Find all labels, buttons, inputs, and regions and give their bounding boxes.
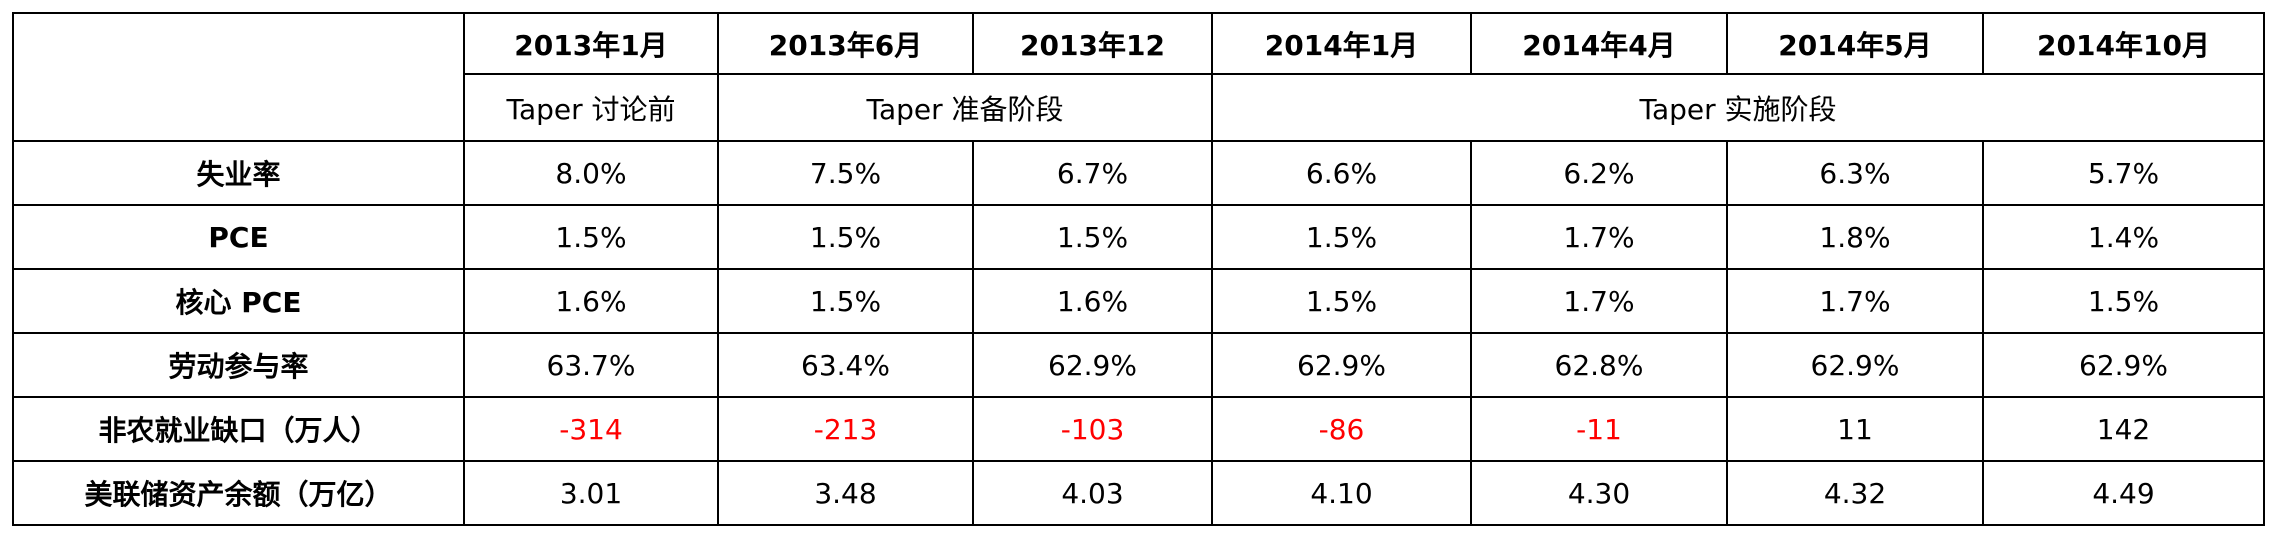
period-header: 2013年6月 xyxy=(717,12,974,75)
value-cell: 6.7% xyxy=(972,140,1213,206)
value-cell: 1.5% xyxy=(463,204,719,270)
value-cell: 62.9% xyxy=(1726,332,1984,398)
value-cell: 4.49 xyxy=(1982,460,2265,526)
value-cell: 1.7% xyxy=(1726,268,1984,334)
value-cell: 1.7% xyxy=(1470,268,1728,334)
value-cell: 5.7% xyxy=(1982,140,2265,206)
value-cell: 142 xyxy=(1982,396,2265,462)
value-cell: 6.2% xyxy=(1470,140,1728,206)
value-cell: 1.5% xyxy=(717,268,974,334)
value-cell: 63.7% xyxy=(463,332,719,398)
period-header: 2014年4月 xyxy=(1470,12,1728,75)
data-table: 2013年1月 2013年6月 2013年12 2014年1月 2014年4月 … xyxy=(12,12,2265,526)
data-row: 核心 PCE 1.6% 1.5% 1.6% 1.5% 1.7% 1.7% 1.5% xyxy=(12,268,2265,334)
data-row: 劳动参与率 63.7% 63.4% 62.9% 62.9% 62.8% 62.9% 62.9% xyxy=(12,332,2265,398)
value-cell: 11 xyxy=(1726,396,1984,462)
data-row: 美联储资产余额（万亿） 3.01 3.48 4.03 4.10 4.30 4.32 4.49 xyxy=(12,460,2265,526)
row-label: 失业率 xyxy=(12,140,465,206)
value-cell: 1.5% xyxy=(1211,204,1472,270)
row-label: PCE xyxy=(12,204,465,270)
value-cell: 1.7% xyxy=(1470,204,1728,270)
value-cell: 1.5% xyxy=(1211,268,1472,334)
row-label: 非农就业缺口（万人） xyxy=(12,396,465,462)
value-cell: 1.6% xyxy=(972,268,1213,334)
value-cell: 62.8% xyxy=(1470,332,1728,398)
period-header: 2013年1月 xyxy=(463,12,719,75)
data-row: 失业率 8.0% 7.5% 6.7% 6.6% 6.2% 6.3% 5.7% xyxy=(12,140,2265,206)
data-row: PCE 1.5% 1.5% 1.5% 1.5% 1.7% 1.8% 1.4% xyxy=(12,204,2265,270)
value-cell: 6.6% xyxy=(1211,140,1472,206)
period-header: 2014年1月 xyxy=(1211,12,1472,75)
period-header: 2014年5月 xyxy=(1726,12,1984,75)
value-cell: 8.0% xyxy=(463,140,719,206)
value-cell: 4.03 xyxy=(972,460,1213,526)
value-cell: 1.4% xyxy=(1982,204,2265,270)
value-cell: 62.9% xyxy=(1211,332,1472,398)
value-cell: -314 xyxy=(463,396,719,462)
stage-header: Taper 实施阶段 xyxy=(1211,73,2265,142)
period-header: 2014年10月 xyxy=(1982,12,2265,75)
value-cell: -86 xyxy=(1211,396,1472,462)
header-row: 2013年1月 2013年6月 2013年12 2014年1月 2014年4月 … xyxy=(12,12,2265,142)
row-label: 劳动参与率 xyxy=(12,332,465,398)
row-label: 美联储资产余额（万亿） xyxy=(12,460,465,526)
stage-row: Taper 讨论前 Taper 准备阶段 Taper 实施阶段 xyxy=(13,73,2265,142)
value-cell: 62.9% xyxy=(1982,332,2265,398)
value-cell: 1.6% xyxy=(463,268,719,334)
value-cell: 6.3% xyxy=(1726,140,1984,206)
stage-header: Taper 讨论前 xyxy=(463,73,719,142)
value-cell: 3.48 xyxy=(717,460,974,526)
value-cell: 1.5% xyxy=(1982,268,2265,334)
value-cell: -103 xyxy=(972,396,1213,462)
row-label: 核心 PCE xyxy=(12,268,465,334)
value-cell: 4.30 xyxy=(1470,460,1728,526)
table-body: 2013年1月 2013年6月 2013年12 2014年1月 2014年4月 … xyxy=(12,12,2265,526)
value-cell: 1.8% xyxy=(1726,204,1984,270)
value-cell: 63.4% xyxy=(717,332,974,398)
value-cell: 4.10 xyxy=(1211,460,1472,526)
value-cell: 3.01 xyxy=(463,460,719,526)
value-cell: -213 xyxy=(717,396,974,462)
value-cell: -11 xyxy=(1470,396,1728,462)
value-cell: 62.9% xyxy=(972,332,1213,398)
value-cell: 7.5% xyxy=(717,140,974,206)
data-row: 非农就业缺口（万人） -314 -213 -103 -86 -11 11 142 xyxy=(12,396,2265,462)
corner-cell xyxy=(12,12,465,142)
value-cell: 1.5% xyxy=(972,204,1213,270)
value-cell: 1.5% xyxy=(717,204,974,270)
value-cell: 4.32 xyxy=(1726,460,1984,526)
period-header: 2013年12 xyxy=(972,12,1213,75)
stage-header: Taper 准备阶段 xyxy=(717,73,1213,142)
